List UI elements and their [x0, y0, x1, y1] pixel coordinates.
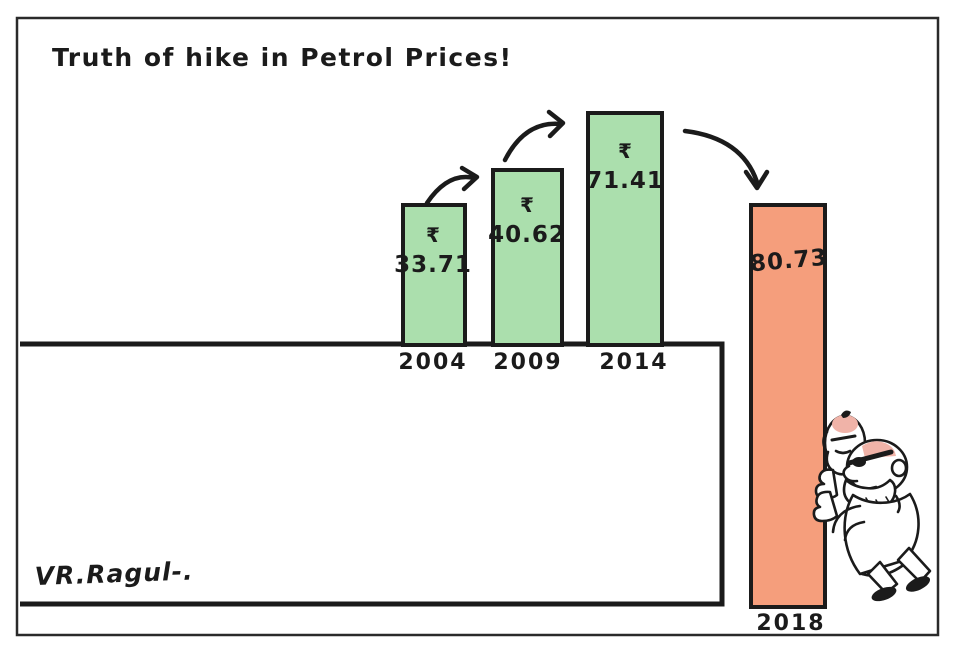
body-kurta [843, 492, 920, 576]
bar-2004-currency: ₹ [426, 223, 440, 247]
bar-group-2009: ₹ 40.62 2009 [488, 168, 566, 375]
leg-back [896, 546, 932, 584]
arrow-2009-to-2014-head [546, 109, 566, 139]
bar-2009-value: 40.62 [488, 222, 566, 248]
front-ear-icon [890, 458, 908, 478]
arm-lower [843, 520, 866, 542]
arm-upper [831, 504, 862, 534]
shoe-front-icon [871, 586, 897, 602]
bar-2009-currency: ₹ [520, 193, 534, 217]
rear-head-bald-patch [832, 415, 858, 433]
arrow-2009-to-2014 [502, 121, 563, 163]
kurta-collar [894, 494, 901, 514]
bar-2004-value: 33.71 [394, 252, 472, 278]
cartoon-title: Truth of hike in Petrol Prices! [52, 43, 512, 72]
bar-2014-year: 2014 [599, 350, 668, 375]
hand-lower [812, 490, 839, 523]
bar-group-2018: 80.73 2018 [749, 203, 829, 636]
growth-arrows [424, 109, 770, 206]
front-glasses-lens [852, 457, 866, 467]
arrow-2004-to-2009 [424, 174, 477, 206]
bar-2018 [749, 203, 827, 609]
bar-2004-year: 2004 [398, 350, 467, 375]
platform-table [20, 341, 725, 607]
shoe-back-icon [905, 576, 931, 592]
arrow-2014-to-2018-head [743, 169, 770, 191]
bar-2014-value: 71.41 [586, 168, 664, 194]
bar-group-2014: ₹ 71.41 2014 [586, 111, 668, 375]
bar-2009-year: 2009 [493, 350, 562, 375]
bar-2009 [491, 168, 564, 347]
arrow-2014-to-2018 [682, 128, 760, 185]
rear-smile [834, 449, 852, 455]
leg-front [866, 560, 899, 595]
rear-hair-tuft [822, 430, 829, 448]
bar-2004 [401, 203, 467, 347]
artist-signature: VR.Ragul-. [34, 556, 194, 591]
arrow-2004-to-2009-head [459, 165, 480, 192]
bar-2014 [586, 111, 664, 347]
bar-group-2004: ₹ 33.71 2004 [394, 203, 472, 375]
rear-glasses [830, 434, 857, 442]
bar-2014-currency: ₹ [618, 139, 632, 163]
rear-head-hair-curl [841, 410, 851, 418]
bar-2018-year: 2018 [756, 611, 825, 636]
front-nose [842, 464, 859, 483]
hugging-figure [812, 410, 932, 602]
